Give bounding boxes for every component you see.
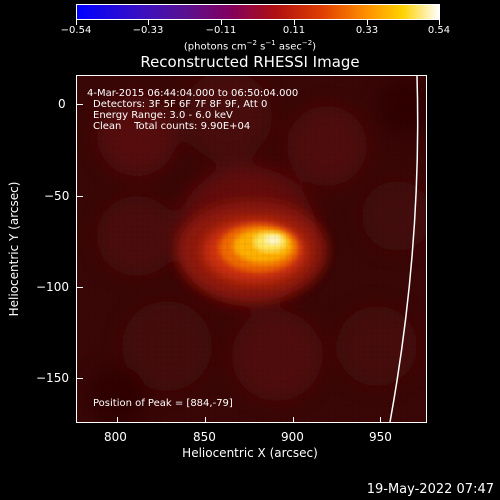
x-tick <box>293 417 294 423</box>
colorbar-tick-label: 0.11 <box>282 25 306 36</box>
x-axis-label: Heliocentric X (arcsec) <box>182 446 318 460</box>
colorbar-tick-label: −0.33 <box>132 25 164 36</box>
x-tick-label: 950 <box>369 430 392 444</box>
colorbar-tick <box>367 20 368 25</box>
peak-position: Position of Peak = [884,-79] <box>93 398 233 409</box>
x-tick <box>380 417 381 423</box>
time-range: 4-Mar-2015 06:44:04.000 to 06:50:04.000 <box>87 88 299 99</box>
colorbar-tick <box>76 20 77 25</box>
y-tick-label: −150 <box>36 371 69 385</box>
colorbar <box>76 4 440 20</box>
solar-limb <box>389 76 419 422</box>
energy-range: Energy Range: 3.0 - 6.0 keV <box>93 110 233 121</box>
y-tick <box>77 104 83 105</box>
timestamp: 19-May-2022 07:47 <box>366 482 494 497</box>
x-tick-label: 850 <box>193 430 216 444</box>
rhessi-image: 4-Mar-2015 06:44:04.000 to 06:50:04.000 … <box>76 75 427 423</box>
y-tick <box>77 378 83 379</box>
colorbar-tick-label: −0.54 <box>60 25 92 36</box>
colorbar-tick-label: 0.33 <box>355 25 379 36</box>
y-tick <box>77 196 83 197</box>
colorbar-units: (photons cm−2 s−1 asec−2) <box>183 39 317 53</box>
y-tick-label: 0 <box>58 97 66 111</box>
y-axis-label: Heliocentric Y (arcsec) <box>7 181 21 317</box>
colorbar-tick-label: 0.54 <box>427 25 451 36</box>
x-tick <box>205 417 206 423</box>
y-tick <box>77 287 83 288</box>
colorbar-tick <box>439 20 440 25</box>
detectors: Detectors: 3F 5F 6F 7F 8F 9F, Att 0 <box>93 99 268 110</box>
x-tick-label: 900 <box>281 430 304 444</box>
plot-title: Reconstructed RHESSI Image <box>140 53 360 71</box>
colorbar-tick <box>221 20 222 25</box>
colorbar-tick <box>148 20 149 25</box>
clean-total-counts: Clean Total counts: 9.90E+04 <box>93 121 251 132</box>
y-tick-label: −100 <box>36 280 69 294</box>
colorbar-tick-label: −0.11 <box>205 25 237 36</box>
colorbar-tick <box>294 20 295 25</box>
x-tick-label: 800 <box>104 430 127 444</box>
x-tick <box>117 417 118 423</box>
y-tick-label: −50 <box>44 189 70 203</box>
